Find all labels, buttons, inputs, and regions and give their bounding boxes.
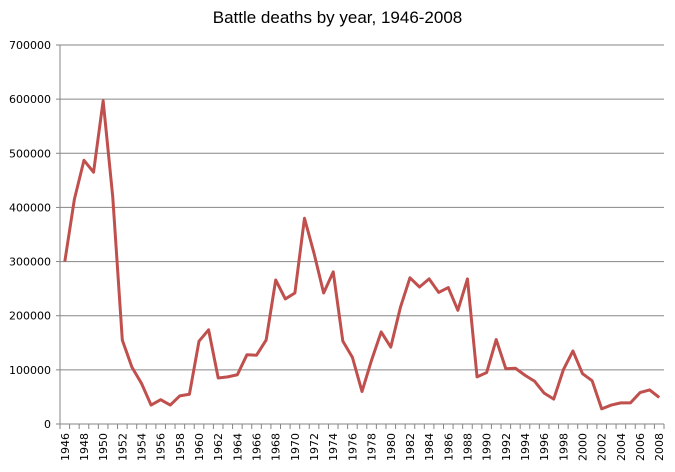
x-tick-label: 1960: [193, 433, 206, 461]
x-tick-label: 1992: [500, 433, 513, 461]
x-tick-label: 2002: [596, 433, 609, 461]
x-tick-label: 1946: [59, 433, 72, 461]
x-tick-label: 2006: [634, 433, 647, 461]
x-tick-label: 1974: [327, 433, 340, 461]
chart-title: Battle deaths by year, 1946-2008: [212, 8, 463, 27]
y-tick-label: 0: [44, 418, 51, 431]
x-tick-label: 1950: [97, 433, 110, 461]
x-tick-label: 1994: [519, 433, 532, 461]
x-tick-label: 1996: [538, 433, 551, 461]
y-tick-label: 400000: [9, 201, 51, 214]
y-tick-label: 700000: [9, 39, 51, 52]
x-tick-label: 1970: [289, 433, 302, 461]
x-tick-label: 1998: [557, 433, 570, 461]
x-tick-label: 1976: [346, 433, 359, 461]
y-tick-label: 100000: [9, 364, 51, 377]
x-tick-label: 1978: [366, 433, 379, 461]
x-tick-label: 1986: [442, 433, 455, 461]
x-tick-label: 1948: [78, 433, 91, 461]
y-tick-label: 300000: [9, 256, 51, 269]
y-tick-label: 200000: [9, 310, 51, 323]
x-tick-label: 2008: [653, 433, 666, 461]
x-tick-label: 2000: [577, 433, 590, 461]
x-tick-label: 1972: [308, 433, 321, 461]
x-tick-label: 1966: [251, 433, 264, 461]
x-tick-label: 1958: [174, 433, 187, 461]
x-tick-label: 1980: [385, 433, 398, 461]
x-tick-label: 1988: [461, 433, 474, 461]
x-tick-label: 1990: [481, 433, 494, 461]
x-tick-label: 1962: [212, 433, 225, 461]
x-tick-label: 1956: [155, 433, 168, 461]
y-tick-label: 600000: [9, 93, 51, 106]
x-tick-label: 1968: [270, 433, 283, 461]
series-line: [63, 99, 661, 411]
y-tick-label: 500000: [9, 147, 51, 160]
x-tick-label: 1982: [404, 433, 417, 461]
x-tick-label: 1984: [423, 433, 436, 461]
x-tick-label: 2004: [615, 433, 628, 461]
x-tick-label: 1964: [231, 433, 244, 461]
x-tick-label: 1954: [135, 433, 148, 461]
x-tick-label: 1952: [116, 433, 129, 461]
